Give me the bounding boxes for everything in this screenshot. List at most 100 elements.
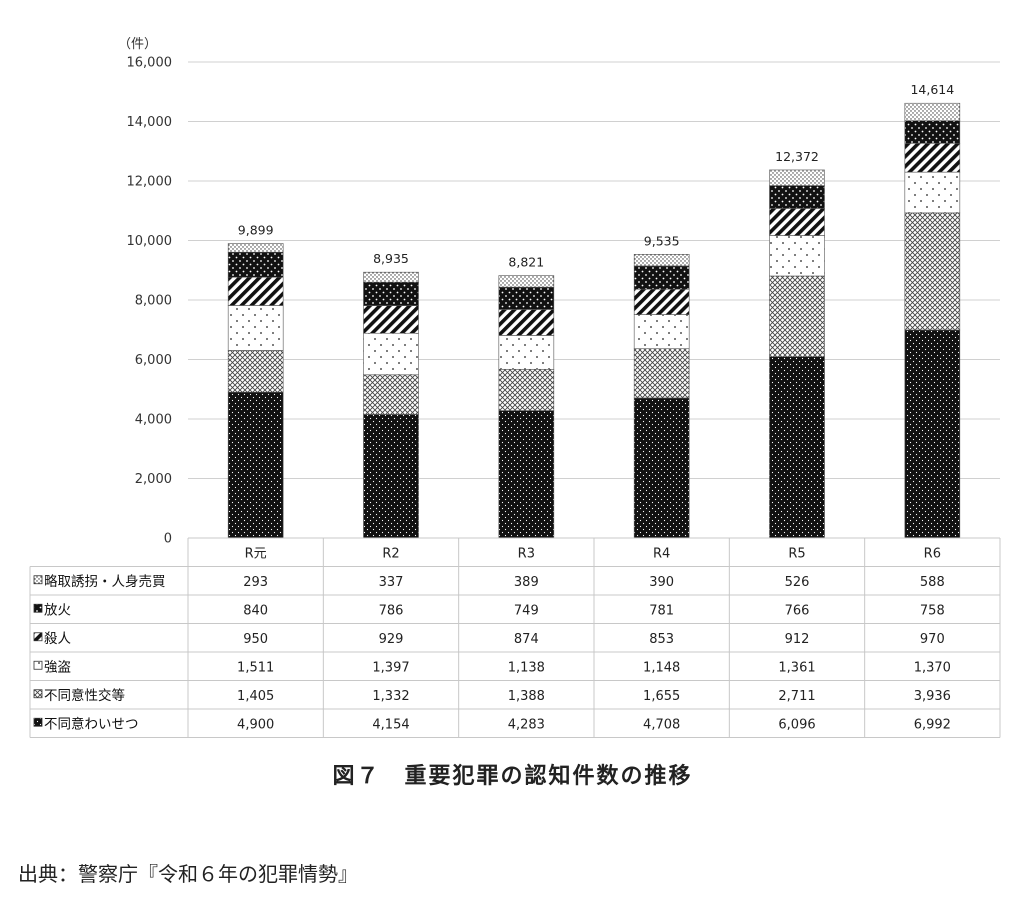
bar-segment	[904, 212, 961, 331]
category-label: R5	[788, 546, 805, 561]
table-cell: 781	[649, 603, 674, 618]
bar-segment	[363, 374, 419, 415]
bar-segment	[363, 281, 419, 306]
table-cell: 389	[514, 575, 539, 590]
table-cell: 6,992	[914, 717, 951, 732]
bar-segment	[227, 350, 284, 393]
legend-swatch	[33, 632, 43, 642]
bar-total-label: 14,614	[910, 82, 954, 97]
table-cell: 1,388	[508, 689, 545, 704]
legend-swatch	[33, 603, 43, 613]
category-label: R3	[518, 546, 535, 561]
table-cell: 766	[785, 603, 810, 618]
y-tick-label: 6,000	[135, 353, 172, 368]
table-cell: 1,370	[914, 660, 951, 675]
y-tick-label: 10,000	[127, 234, 173, 249]
table-cell: 588	[920, 575, 945, 590]
y-tick-label: 16,000	[127, 56, 173, 71]
bar-segment	[769, 169, 825, 186]
series-label: 略取誘拐・人身売買	[44, 574, 166, 590]
table-cell: 853	[649, 632, 674, 647]
table-cell: 4,283	[508, 717, 545, 732]
y-tick-label: 2,000	[135, 472, 172, 487]
table-cell: 1,655	[643, 689, 680, 704]
bar-segment	[498, 410, 555, 539]
table-cell: 337	[379, 575, 404, 590]
y-tick-label: 0	[164, 532, 172, 547]
category-label: R6	[924, 546, 941, 561]
bar-segment	[498, 286, 555, 310]
category-label: R2	[382, 546, 399, 561]
bar-total-label: 8,821	[508, 255, 544, 270]
bar-segment	[904, 120, 961, 144]
table-cell: 390	[649, 575, 674, 590]
table-cell: 1,511	[237, 660, 274, 675]
table-cell: 4,708	[643, 717, 680, 732]
bar-segment	[498, 335, 555, 370]
table-cell: 874	[514, 632, 539, 647]
table-cell: 1,397	[372, 660, 409, 675]
bar-segment	[904, 171, 961, 214]
table-cell: 1,405	[237, 689, 274, 704]
series-label: 不同意性交等	[44, 687, 125, 704]
table-cell: 4,900	[237, 717, 274, 732]
table-cell: 293	[243, 575, 268, 590]
category-label: R4	[653, 546, 670, 561]
table-cell: 1,332	[372, 689, 409, 704]
legend-swatch	[33, 689, 43, 699]
bar-total-label: 9,535	[644, 233, 680, 248]
bar-segment	[363, 271, 419, 283]
series-label: 放火	[44, 602, 71, 618]
table-cell: 1,361	[778, 660, 815, 675]
y-tick-label: 12,000	[127, 175, 173, 190]
table-cell: 950	[243, 632, 268, 647]
legend-swatch	[33, 575, 43, 585]
y-tick-label: 4,000	[135, 413, 172, 428]
series-label: 殺人	[44, 631, 71, 647]
bar-segment	[227, 243, 284, 253]
bar-segment	[227, 305, 284, 351]
table-cell: 4,154	[372, 717, 409, 732]
y-axis-unit-label: （件）	[118, 37, 157, 52]
y-tick-label: 14,000	[127, 115, 173, 130]
bar-segment	[769, 185, 825, 209]
bar-segment	[227, 251, 284, 278]
table-cell: 749	[514, 603, 539, 618]
bar-segment	[363, 414, 419, 539]
bar-segment	[769, 235, 825, 277]
table-cell: 6,096	[778, 717, 815, 732]
table-cell: 1,138	[508, 660, 545, 675]
bar-segment	[633, 314, 690, 350]
category-label: R元	[245, 546, 267, 561]
bar-segment	[498, 275, 555, 288]
table-cell: 912	[785, 632, 810, 647]
table-cell: 526	[785, 575, 810, 590]
table-cell: 3,936	[914, 689, 951, 704]
bar-segment	[227, 276, 284, 306]
bar-total-label: 8,935	[373, 251, 409, 266]
table-cell: 1,148	[643, 660, 680, 675]
table-cell: 758	[920, 603, 945, 618]
bar-segment	[633, 265, 690, 290]
table-cell: 2,711	[778, 689, 815, 704]
source-citation: 出典：警察庁『令和６年の犯罪情勢』	[18, 862, 358, 886]
bar-total-label: 9,899	[238, 223, 274, 238]
bar-segment	[227, 391, 284, 539]
bar-segment	[769, 356, 825, 539]
bar-segment	[498, 309, 555, 336]
series-label: 強盗	[44, 659, 71, 675]
bar-segment	[363, 332, 419, 376]
bar-segment	[904, 142, 961, 173]
bar-total-label: 12,372	[775, 149, 819, 164]
bar-segment	[769, 208, 825, 236]
bar-segment	[633, 397, 690, 539]
stacked-bar-chart: （件） 0 2,000 4,000 6,000 8,000 10,000 12,000 14,…	[29, 37, 1001, 738]
bar-segment	[498, 368, 555, 411]
bar-segment	[633, 254, 690, 267]
bar-segment	[769, 275, 825, 357]
series-label: 不同意わいせつ	[44, 715, 139, 732]
bar-segment	[633, 288, 690, 315]
legend-swatch	[33, 660, 43, 670]
table-cell: 840	[243, 603, 268, 618]
bar-segment	[633, 348, 690, 399]
